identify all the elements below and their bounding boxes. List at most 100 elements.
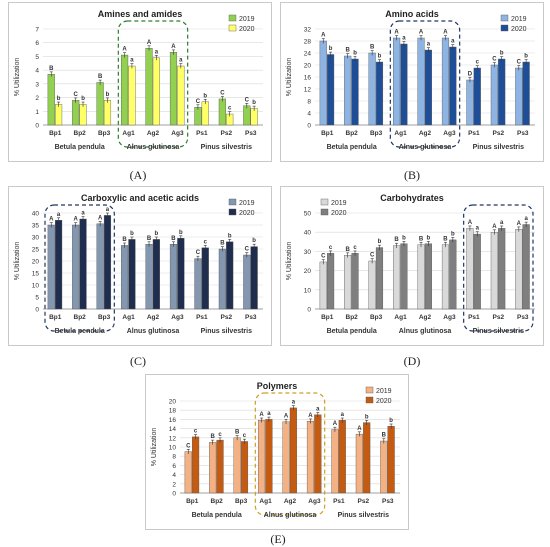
x-tick-label: Ps1 bbox=[333, 498, 345, 505]
chart-title: Carboxylic and acetic acids bbox=[81, 193, 199, 203]
significance-letter: A bbox=[122, 47, 127, 53]
x-tick-label: Ag2 bbox=[147, 314, 160, 321]
bar-2019-Ps1 bbox=[194, 258, 202, 310]
bar-2020-Bp3 bbox=[103, 215, 112, 310]
bar-2020-Ps3 bbox=[250, 246, 258, 310]
bar-2020-Ag2 bbox=[424, 49, 432, 126]
significance-letter: b bbox=[378, 239, 382, 245]
y-tick-label: 40 bbox=[304, 230, 312, 237]
bar-2020-Bp1 bbox=[192, 436, 200, 494]
y-tick-label: 0 bbox=[307, 307, 311, 314]
significance-letter: a bbox=[341, 412, 345, 418]
bar-2020-Bp1 bbox=[327, 253, 335, 310]
bar-2019-Ag3 bbox=[441, 37, 450, 126]
x-tick-label: Ag3 bbox=[443, 130, 456, 137]
significance-letter: B bbox=[235, 430, 240, 436]
bar-2019-Ag2 bbox=[417, 244, 425, 310]
significance-letter: c bbox=[353, 245, 357, 251]
significance-letter: C bbox=[196, 99, 201, 105]
y-tick-label: 50 bbox=[304, 211, 312, 218]
significance-letter: b bbox=[155, 231, 159, 237]
significance-letter: A bbox=[74, 217, 79, 223]
bar-2019-Ag3 bbox=[441, 244, 450, 310]
bar-2020-Bp2 bbox=[79, 218, 87, 310]
x-tick-label: Ag3 bbox=[308, 498, 321, 505]
significance-letter: b bbox=[427, 235, 431, 241]
y-tick-label: 0 bbox=[35, 307, 39, 314]
chart-c: Carboxylic and acetic acids 0 5 10 15 20 25 30 3… bbox=[14, 193, 263, 335]
y-tick-label: 6 bbox=[172, 463, 176, 470]
significance-letter: a bbox=[402, 36, 406, 42]
significance-letter: A bbox=[333, 421, 338, 427]
bar-2019-Bp1 bbox=[319, 261, 327, 310]
chart-b: Amino acids 0 4 8 12 16 20 24 28 32 % Utilization A… bbox=[286, 9, 535, 151]
significance-letter: b bbox=[402, 235, 406, 241]
group-label: Alnus glutinosa bbox=[399, 144, 452, 151]
significance-letter: C bbox=[370, 253, 375, 259]
legend-label: 2020 bbox=[239, 26, 255, 33]
bar-2020-Bp2 bbox=[351, 58, 359, 126]
significance-letter: D bbox=[468, 72, 473, 78]
bar-2019-Bp2 bbox=[72, 100, 80, 126]
x-tick-label: Ps1 bbox=[196, 314, 208, 321]
significance-letter: C bbox=[220, 91, 225, 97]
group-label: Betula pendula bbox=[192, 512, 242, 519]
group-label: Betula pendula bbox=[327, 328, 377, 335]
significance-letter: B bbox=[346, 48, 351, 54]
x-tick-label: Ps3 bbox=[245, 130, 257, 137]
x-tick-label: Bp2 bbox=[211, 498, 224, 505]
y-axis-label: % Utilization bbox=[14, 242, 21, 281]
legend-swatch-2019 bbox=[320, 198, 329, 206]
significance-letter: b bbox=[57, 96, 61, 102]
significance-letter: a bbox=[476, 226, 480, 232]
bar-2019-Ag2 bbox=[282, 421, 290, 494]
y-tick-label: 3 bbox=[35, 81, 39, 88]
group-label: Alnus glutinosa bbox=[264, 512, 317, 519]
significance-letter: B bbox=[346, 247, 351, 253]
x-tick-label: Ag1 bbox=[394, 130, 407, 137]
bar-2019-Ps2 bbox=[490, 232, 498, 310]
x-tick-label: Bp1 bbox=[321, 314, 334, 321]
significance-letter: C bbox=[245, 247, 250, 253]
significance-letter: C bbox=[186, 443, 191, 449]
y-tick-label: 14 bbox=[169, 426, 177, 433]
x-tick-label: Ag1 bbox=[259, 498, 272, 505]
y-tick-label: 10 bbox=[304, 287, 312, 294]
x-tick-label: Ps3 bbox=[382, 498, 394, 505]
significance-letter: b bbox=[378, 54, 382, 60]
significance-letter: C bbox=[196, 250, 201, 256]
legend-label: 2019 bbox=[331, 200, 347, 207]
bar-2019-Ag2 bbox=[145, 48, 153, 126]
significance-letter: C bbox=[517, 60, 522, 66]
y-tick-label: 2 bbox=[35, 95, 39, 102]
significance-letter: b bbox=[451, 231, 455, 237]
y-tick-label: 20 bbox=[304, 63, 312, 70]
y-tick-label: 30 bbox=[32, 235, 40, 242]
legend-swatch-2020 bbox=[228, 208, 237, 216]
significance-letter: B bbox=[49, 66, 54, 72]
bar-2019-Ps3 bbox=[515, 67, 523, 126]
significance-letter: A bbox=[443, 30, 448, 36]
significance-letter: a bbox=[316, 407, 320, 413]
y-axis-label: % Utilization bbox=[286, 58, 293, 97]
y-axis-label: % Utilization bbox=[286, 242, 293, 281]
caption-c: (C) bbox=[130, 354, 146, 368]
x-tick-label: Bp1 bbox=[49, 130, 62, 137]
bar-2020-Ps2 bbox=[498, 228, 506, 310]
bar-2020-Ps2 bbox=[363, 422, 371, 494]
x-tick-label: Ag2 bbox=[284, 498, 297, 505]
bar-2020-Bp3 bbox=[103, 100, 112, 126]
bar-2019-Ps1 bbox=[466, 79, 474, 126]
x-tick-label: Ag1 bbox=[122, 314, 135, 321]
y-tick-label: 12 bbox=[304, 87, 312, 94]
bar-2020-Ag3 bbox=[449, 239, 457, 310]
y-tick-label: 20 bbox=[169, 399, 177, 406]
bar-2019-Bp1 bbox=[47, 224, 55, 310]
y-tick-label: 5 bbox=[35, 295, 39, 302]
bar-2020-Ag3 bbox=[177, 238, 185, 310]
y-axis-label: % Utilization bbox=[14, 58, 21, 97]
y-tick-label: 12 bbox=[169, 435, 177, 442]
bar-2020-Ps1 bbox=[201, 247, 209, 310]
bar-2020-Ps1 bbox=[338, 420, 346, 494]
x-tick-label: Ag3 bbox=[443, 314, 456, 321]
